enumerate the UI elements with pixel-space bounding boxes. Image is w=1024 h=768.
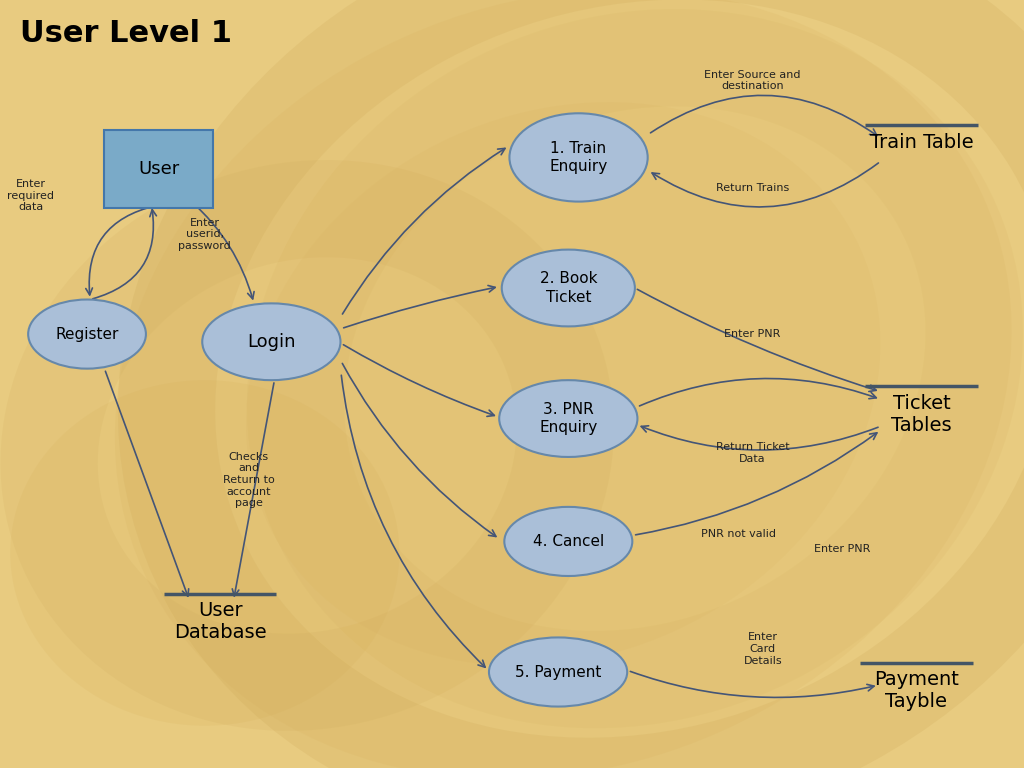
Text: Return Ticket
Data: Return Ticket Data [716, 442, 790, 464]
Ellipse shape [505, 507, 633, 576]
Text: 4. Cancel: 4. Cancel [532, 534, 604, 549]
Text: Ticket
Tables: Ticket Tables [891, 394, 952, 435]
Ellipse shape [489, 637, 627, 707]
Text: Enter PNR: Enter PNR [814, 544, 870, 554]
Text: Enter
required
data: Enter required data [7, 179, 54, 213]
Text: Enter Source and
destination: Enter Source and destination [705, 70, 801, 91]
Ellipse shape [29, 300, 146, 369]
Text: 2. Book
Ticket: 2. Book Ticket [540, 271, 597, 305]
Ellipse shape [10, 380, 399, 726]
Ellipse shape [500, 380, 637, 457]
Text: User
Database: User Database [174, 601, 266, 642]
Ellipse shape [502, 250, 635, 326]
Ellipse shape [115, 0, 1012, 768]
Text: 1. Train
Enquiry: 1. Train Enquiry [550, 141, 607, 174]
Text: User Level 1: User Level 1 [20, 19, 232, 48]
Ellipse shape [203, 303, 340, 380]
Text: Train Table: Train Table [869, 133, 974, 152]
Text: Enter
userid,
password: Enter userid, password [178, 217, 231, 251]
FancyBboxPatch shape [104, 130, 213, 207]
Text: Enter
Card
Details: Enter Card Details [743, 632, 782, 666]
Text: 3. PNR
Enquiry: 3. PNR Enquiry [540, 402, 597, 435]
Text: Return Trains: Return Trains [716, 183, 790, 194]
Text: Checks
and
Return to
account
page: Checks and Return to account page [223, 452, 274, 508]
Text: User: User [138, 160, 179, 178]
Text: Enter PNR: Enter PNR [724, 329, 781, 339]
Text: Register: Register [55, 326, 119, 342]
Ellipse shape [509, 113, 647, 201]
Ellipse shape [246, 102, 881, 666]
Text: Payment
Tayble: Payment Tayble [874, 670, 958, 711]
Text: 5. Payment: 5. Payment [515, 664, 601, 680]
Text: PNR not valid: PNR not valid [701, 528, 776, 539]
Text: Login: Login [247, 333, 296, 351]
